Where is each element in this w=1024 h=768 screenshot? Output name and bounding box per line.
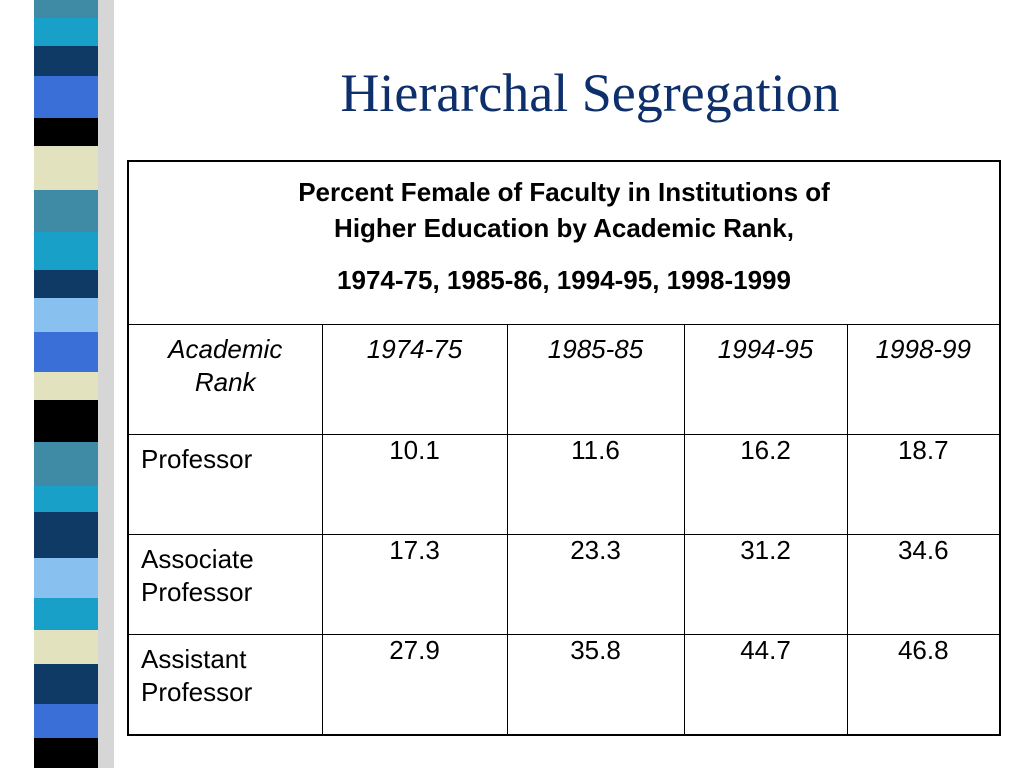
table-cell: 27.9 — [321, 634, 508, 736]
stripe-band — [34, 146, 98, 190]
stripe-band — [34, 270, 98, 298]
caption-line-1: Percent Female of Faculty in Institution… — [298, 177, 830, 207]
caption-line-2: Higher Education by Academic Rank, — [334, 213, 794, 243]
stripe-band — [34, 118, 98, 146]
stripe-shadow — [98, 0, 114, 768]
stripe-band — [34, 486, 98, 512]
slide-title: Hierarchal Segregation — [340, 63, 840, 123]
stripe-band — [34, 298, 98, 332]
stripe-band — [34, 332, 98, 372]
header-rank-line-1: Academic — [168, 334, 283, 364]
stripe-band — [34, 630, 98, 664]
header-year: 1974-75 — [321, 324, 508, 435]
table-cell: 11.6 — [506, 434, 685, 535]
header-year: 1994-95 — [683, 324, 848, 435]
stripe-band — [34, 400, 98, 442]
table-caption: Percent Female of Faculty in Institution… — [127, 160, 1001, 325]
header-year: 1985-85 — [506, 324, 685, 435]
stripe-band — [34, 442, 98, 486]
table-cell: 44.7 — [683, 634, 848, 736]
stripe-band — [34, 704, 98, 738]
stripe-band — [34, 512, 98, 558]
table-cell: 35.8 — [506, 634, 685, 736]
header-rank-line-2: Rank — [194, 367, 256, 397]
stripe-band — [34, 46, 98, 76]
table-row: Assistant Professor 27.9 35.8 44.7 46.8 — [127, 634, 1001, 736]
row-label: Professor — [127, 434, 323, 535]
stripe-band — [34, 372, 98, 400]
row-label-line-1: Assistant — [141, 644, 247, 674]
table-cell: 17.3 — [321, 534, 508, 635]
table-row: Associate Professor 17.3 23.3 31.2 34.6 — [127, 534, 1001, 635]
row-label-line-2: Professor — [141, 577, 253, 607]
stripe-band — [34, 558, 98, 598]
table-cell: 10.1 — [321, 434, 508, 535]
row-label: Assistant Professor — [127, 634, 323, 736]
header-rank: Academic Rank — [127, 324, 323, 435]
decorative-stripe — [0, 0, 120, 768]
stripe-band — [34, 598, 98, 630]
stripe-band — [34, 664, 98, 704]
caption-line-3: 1974-75, 1985-86, 1994-95, 1998-1999 — [337, 265, 791, 295]
table-cell: 23.3 — [506, 534, 685, 635]
table-cell: 46.8 — [846, 634, 1001, 736]
table-cell: 18.7 — [846, 434, 1001, 535]
row-label-line-2: Professor — [141, 677, 253, 707]
table-row: Professor 10.1 11.6 16.2 18.7 — [127, 434, 1001, 535]
stripe-bands — [34, 0, 98, 768]
table-cell: 31.2 — [683, 534, 848, 635]
stripe-band — [34, 190, 98, 232]
faculty-table: Percent Female of Faculty in Institution… — [127, 160, 1002, 736]
row-label-line-1: Associate — [141, 544, 254, 574]
stripe-band — [34, 0, 98, 18]
row-label: Associate Professor — [127, 534, 323, 635]
header-year: 1998-99 — [846, 324, 1001, 435]
table-cell: 16.2 — [683, 434, 848, 535]
table-cell: 34.6 — [846, 534, 1001, 635]
stripe-band — [34, 76, 98, 118]
stripe-band — [34, 232, 98, 270]
header-row: Academic Rank 1974-75 1985-85 1994-95 19… — [127, 324, 1001, 435]
stripe-band — [34, 18, 98, 46]
row-label-line-1: Professor — [141, 444, 253, 474]
stripe-band — [34, 738, 98, 768]
